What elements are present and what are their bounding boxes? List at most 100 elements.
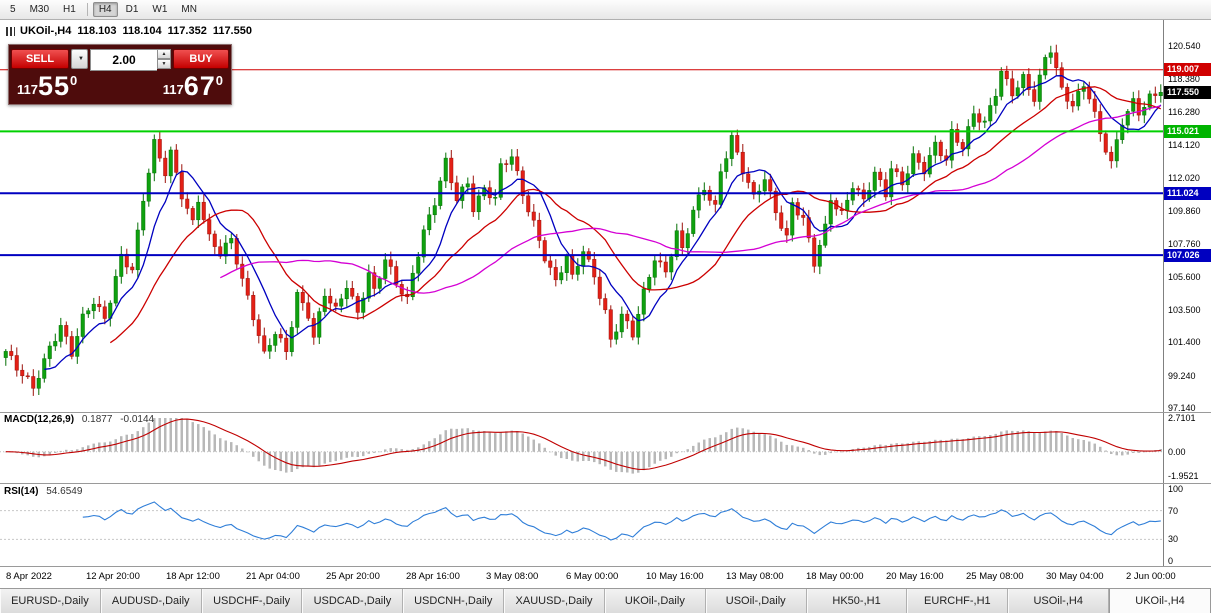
price-level-tag: 117.550 bbox=[1164, 85, 1211, 99]
chevron-down-icon: ▼ bbox=[78, 56, 84, 62]
time-axis-label: 18 May 00:00 bbox=[806, 571, 864, 582]
timeframe-button-H1[interactable]: H1 bbox=[57, 2, 82, 17]
price-axis-tick: 99.240 bbox=[1168, 370, 1196, 381]
time-axis-label: 21 Apr 04:00 bbox=[246, 571, 300, 582]
panel-divider[interactable] bbox=[0, 483, 1211, 484]
time-axis-label: 25 May 08:00 bbox=[966, 571, 1024, 582]
price-axis-tick: 100 bbox=[1168, 484, 1184, 494]
chart-tab-USDCAD-Daily[interactable]: USDCAD-,Daily bbox=[302, 589, 404, 613]
main-chart-svg[interactable] bbox=[0, 19, 1163, 412]
time-axis-label: 12 Apr 20:00 bbox=[86, 571, 140, 582]
macd-histogram bbox=[4, 418, 1162, 474]
chart-tab-UKOil-Daily[interactable]: UKOil-,Daily bbox=[604, 589, 706, 613]
price-axis-tick: 101.400 bbox=[1168, 337, 1201, 348]
price-axis-tick: 105.600 bbox=[1168, 272, 1201, 283]
timeframe-button-H4[interactable]: H4 bbox=[92, 2, 118, 17]
price-axis[interactable]: 120.540 118.380 116.280 114.120 112.020 109.8… bbox=[1163, 19, 1211, 566]
ask-pips: 67 bbox=[183, 71, 216, 101]
time-axis-label: 2 Jun 00:00 bbox=[1126, 571, 1176, 582]
panel-divider[interactable] bbox=[0, 412, 1211, 413]
chart-tab-AUDUSD-Daily[interactable]: AUDUSD-,Daily bbox=[100, 589, 202, 613]
timeframe-button-MN[interactable]: MN bbox=[175, 2, 203, 17]
time-axis-label: 3 May 08:00 bbox=[486, 571, 539, 582]
panel-divider bbox=[0, 566, 1211, 567]
price-level-tag: 107.026 bbox=[1164, 248, 1211, 262]
macd-indicator-pane[interactable] bbox=[0, 412, 1163, 483]
ohlc-high: 118.104 bbox=[122, 25, 162, 37]
time-axis-label: 6 May 00:00 bbox=[566, 571, 619, 582]
timeframe-toolbar: 5 M30 H1 H4 D1 W1 MN bbox=[0, 0, 1211, 20]
buy-button[interactable]: BUY bbox=[173, 49, 229, 69]
volume-input[interactable] bbox=[90, 49, 157, 71]
price-axis-tick: 114.120 bbox=[1168, 140, 1200, 151]
moving-average-40 bbox=[220, 105, 1161, 294]
macd-label: MACD(12,26,9) bbox=[4, 414, 75, 425]
bid-ask-prices: 117 55 0 117 67 0 bbox=[9, 71, 231, 104]
price-axis-tick: 120.540 bbox=[1168, 40, 1201, 51]
chart-tab-USDCNH-Daily[interactable]: USDCNH-,Daily bbox=[403, 589, 505, 613]
chart-tab-bar: EURUSD-,Daily AUDUSD-,Daily USDCHF-,Daily U… bbox=[0, 588, 1211, 613]
time-axis-label: 8 Apr 2022 bbox=[6, 571, 52, 582]
timeframe-button-M30[interactable]: M30 bbox=[24, 2, 55, 17]
time-axis-label: 13 May 08:00 bbox=[726, 571, 784, 582]
price-axis-tick: -1.9521 bbox=[1168, 471, 1199, 481]
chart-tab-HK50-H1[interactable]: HK50-,H1 bbox=[806, 589, 908, 613]
time-axis-label: 30 May 04:00 bbox=[1046, 571, 1104, 582]
rsi-header: RSI(14) 54.6549 bbox=[4, 486, 82, 497]
macd-value: 0.1877 bbox=[81, 414, 113, 425]
price-axis-tick: 97.140 bbox=[1168, 402, 1196, 413]
volume-stepper: ▲ ▼ bbox=[157, 49, 171, 69]
chart-symbol-icon bbox=[6, 26, 15, 36]
ohlc-close: 117.550 bbox=[212, 25, 252, 37]
chart-ohlc-header: UKOil-,H4 118.103 118.104 117.352 117.55… bbox=[6, 25, 252, 37]
ask-integer: 117 bbox=[162, 82, 184, 97]
volume-up-button[interactable]: ▲ bbox=[157, 49, 171, 59]
macd-header: MACD(12,26,9) 0.1877 -0.0144 bbox=[4, 414, 154, 425]
time-axis-label: 20 May 16:00 bbox=[886, 571, 944, 582]
chart-tab-UKOil-H4[interactable]: UKOil-,H4 bbox=[1109, 589, 1211, 613]
time-axis[interactable]: 8 Apr 2022 12 Apr 20:00 18 Apr 12:00 21 Apr… bbox=[0, 566, 1211, 588]
price-axis-tick: 2.7101 bbox=[1168, 413, 1196, 423]
price-axis-tick: 112.020 bbox=[1168, 172, 1200, 183]
price-axis-tick: 118.380 bbox=[1168, 74, 1200, 85]
trade-controls-row: SELL ▼ ▲ ▼ BUY bbox=[9, 45, 231, 71]
price-axis-tick: 30 bbox=[1168, 534, 1179, 545]
ask-price[interactable]: 117 67 0 bbox=[163, 73, 223, 100]
timeframe-button-5[interactable]: 5 bbox=[4, 2, 22, 17]
price-chart-pane[interactable] bbox=[0, 19, 1163, 412]
chart-tab-USOil-H4[interactable]: USOil-,H4 bbox=[1008, 589, 1110, 613]
moving-average-8 bbox=[44, 75, 1162, 370]
price-axis-tick: 107.760 bbox=[1168, 238, 1201, 249]
ohlc-open: 118.103 bbox=[77, 25, 117, 37]
bid-pips: 55 bbox=[37, 71, 71, 101]
chart-tab-EURCHF-H1[interactable]: EURCHF-,H1 bbox=[907, 589, 1009, 613]
time-axis-label: 10 May 16:00 bbox=[646, 571, 704, 582]
macd-signal-value: -0.0144 bbox=[120, 414, 155, 425]
volume-dropdown-button[interactable]: ▼ bbox=[71, 49, 88, 69]
price-axis-tick: 70 bbox=[1168, 505, 1179, 516]
chart-symbol-label: UKOil-,H4 bbox=[20, 25, 72, 37]
timeframe-button-W1[interactable]: W1 bbox=[146, 2, 173, 17]
bid-price[interactable]: 117 55 0 bbox=[17, 73, 77, 100]
price-level-tag: 115.021 bbox=[1164, 124, 1211, 138]
time-axis-label: 18 Apr 12:00 bbox=[166, 571, 220, 582]
arrow-down-icon: ▼ bbox=[161, 60, 167, 67]
price-axis-tick: 116.280 bbox=[1168, 106, 1200, 117]
rsi-line bbox=[82, 501, 1161, 541]
chart-tab-USOil-Daily[interactable]: USOil-,Daily bbox=[705, 589, 807, 613]
rsi-indicator-pane[interactable] bbox=[0, 483, 1163, 566]
sell-button[interactable]: SELL bbox=[11, 49, 69, 69]
price-level-tag: 111.024 bbox=[1164, 186, 1211, 200]
volume-down-button[interactable]: ▼ bbox=[157, 59, 171, 69]
price-axis-tick: 0 bbox=[1168, 556, 1174, 566]
toolbar-separator bbox=[86, 3, 88, 16]
chart-tab-USDCHF-Daily[interactable]: USDCHF-,Daily bbox=[201, 589, 303, 613]
rsi-chart-svg[interactable] bbox=[0, 483, 1163, 566]
time-axis-label: 28 Apr 16:00 bbox=[406, 571, 460, 582]
macd-chart-svg[interactable] bbox=[0, 412, 1163, 483]
price-axis-tick: 103.500 bbox=[1168, 304, 1201, 315]
chart-tab-EURUSD-Daily[interactable]: EURUSD-,Daily bbox=[0, 589, 101, 613]
timeframe-button-D1[interactable]: D1 bbox=[120, 2, 145, 17]
candlesticks bbox=[3, 52, 1163, 389]
chart-tab-XAUUSD-Daily[interactable]: XAUUSD-,Daily bbox=[504, 589, 605, 613]
